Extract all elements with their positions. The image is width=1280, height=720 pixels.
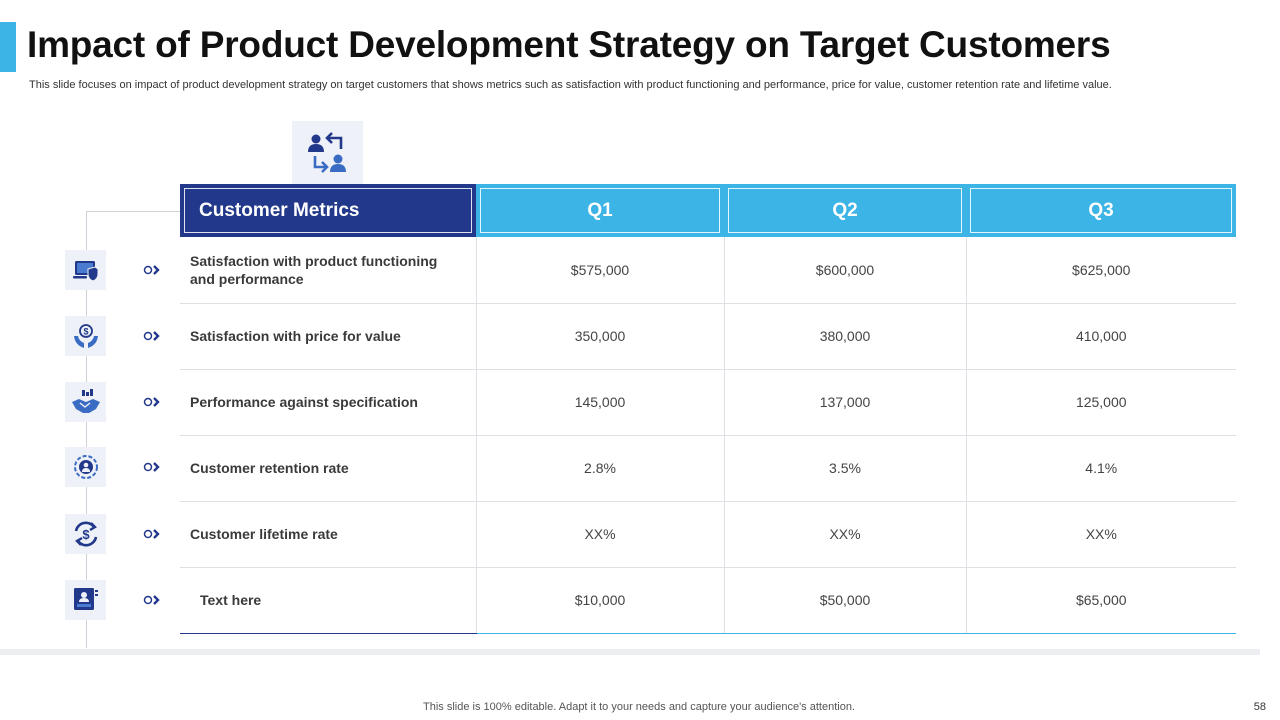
footer-note: This slide is 100% editable. Adapt it to… (423, 701, 855, 713)
chevron-right-icon (143, 265, 160, 275)
q1-value: 145,000 (476, 369, 725, 436)
handshake-icon (65, 382, 106, 422)
table-row: Satisfaction with product functioning an… (180, 237, 1236, 304)
q2-value: XX% (724, 501, 967, 568)
q2-value: $50,000 (724, 567, 967, 634)
metric-label: Text here (180, 567, 477, 634)
q3-value: 4.1% (966, 435, 1236, 502)
svg-text:$: $ (83, 327, 88, 337)
chevron-right-icon (143, 397, 160, 407)
dollar-hands-icon: $ (65, 316, 106, 356)
chevron-right-icon (143, 529, 160, 539)
column-header-q1: Q1 (476, 184, 724, 237)
q1-value: 350,000 (476, 303, 725, 370)
q1-value: $10,000 (476, 567, 725, 634)
table-row: Customer retention rate 2.8% 3.5% 4.1% (180, 435, 1236, 502)
chevron-right-icon (143, 331, 160, 341)
column-header-q2: Q2 (724, 184, 966, 237)
q3-value: 410,000 (966, 303, 1236, 370)
metric-label: Customer lifetime rate (180, 501, 477, 568)
q2-value: 380,000 (724, 303, 967, 370)
q1-value: 2.8% (476, 435, 725, 502)
chevron-right-icon (143, 595, 160, 605)
table-row: Satisfaction with price for value 350,00… (180, 303, 1236, 370)
retention-badge-icon (65, 447, 106, 487)
table-row: Text here $10,000 $50,000 $65,000 (180, 567, 1236, 634)
svg-text:$: $ (82, 527, 90, 542)
laptop-shield-icon (65, 250, 106, 290)
q2-value: 137,000 (724, 369, 967, 436)
table-header-row: Customer Metrics Q1 Q2 Q3 (180, 184, 1236, 237)
q1-value: XX% (476, 501, 725, 568)
metric-label: Performance against specification (180, 369, 477, 436)
q3-value: XX% (966, 501, 1236, 568)
table-row: Customer lifetime rate XX% XX% XX% (180, 501, 1236, 568)
page-title: Impact of Product Development Strategy o… (27, 24, 1111, 65)
q3-value: $625,000 (966, 237, 1236, 304)
customer-exchange-icon (292, 121, 363, 184)
column-header-q3: Q3 (966, 184, 1236, 237)
page-number: 58 (1253, 701, 1266, 713)
page-subtitle: This slide focuses on impact of product … (29, 79, 1112, 91)
metrics-table: Customer Metrics Q1 Q2 Q3 Satisfaction w… (180, 184, 1236, 634)
table-row: Performance against specification 145,00… (180, 369, 1236, 436)
q2-value: 3.5% (724, 435, 967, 502)
dollar-cycle-icon: $ (65, 514, 106, 554)
connector-line-horizontal (86, 211, 181, 212)
presentation-user-icon (65, 580, 106, 620)
connector-line-vertical (86, 211, 87, 648)
q3-value: 125,000 (966, 369, 1236, 436)
q2-value: $600,000 (724, 237, 967, 304)
metric-label: Satisfaction with product functioning an… (180, 237, 477, 304)
q1-value: $575,000 (476, 237, 725, 304)
q3-value: $65,000 (966, 567, 1236, 634)
metric-label: Customer retention rate (180, 435, 477, 502)
column-header-metrics: Customer Metrics (180, 184, 476, 237)
chevron-right-icon (143, 462, 160, 472)
bottom-divider (0, 649, 1260, 655)
metric-label: Satisfaction with price for value (180, 303, 477, 370)
title-accent-bar (0, 22, 16, 72)
